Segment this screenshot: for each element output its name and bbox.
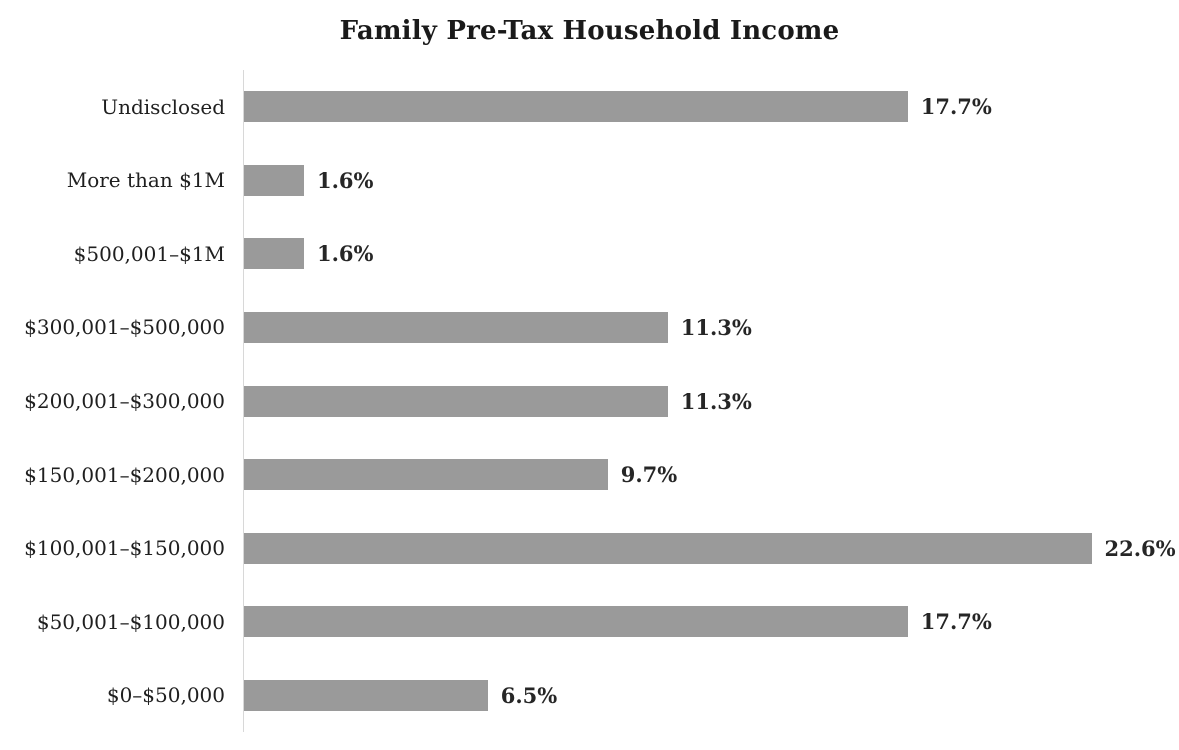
bar-area: 6.5% <box>244 659 1179 733</box>
value-label: 1.6% <box>317 241 374 267</box>
bar-area: 17.7% <box>244 585 1179 659</box>
value-label: 11.3% <box>680 388 752 414</box>
chart-title: Family Pre-Tax Household Income <box>339 16 840 46</box>
bar-area: 11.3% <box>244 364 1179 438</box>
category-label: $200,001–$300,000 <box>24 389 225 414</box>
y-axis-line <box>243 70 244 732</box>
bar-area: 1.6% <box>244 144 1179 218</box>
chart-row: $50,001–$100,000 17.7% <box>0 585 1179 659</box>
value-label: 6.5% <box>500 682 558 708</box>
plot-area: Undisclosed 17.7% More than $1M 1.6% $50… <box>0 70 1179 732</box>
value-label: 22.6% <box>1104 535 1176 561</box>
bar <box>244 459 608 491</box>
chart-row: $300,001–$500,000 11.3% <box>0 291 1179 365</box>
category-label: $0–$50,000 <box>106 683 225 708</box>
bar <box>244 311 668 343</box>
bar-area: 9.7% <box>244 438 1179 512</box>
chart-row: More than $1M 1.6% <box>0 144 1179 218</box>
bar-area: 22.6% <box>244 511 1179 585</box>
category-label: $300,001–$500,000 <box>24 315 225 340</box>
category-label: $50,001–$100,000 <box>36 609 225 634</box>
bar-rows: Undisclosed 17.7% More than $1M 1.6% $50… <box>0 70 1179 732</box>
bar <box>244 606 908 638</box>
chart-row: Undisclosed 17.7% <box>0 70 1179 144</box>
chart-row: $200,001–$300,000 11.3% <box>0 364 1179 438</box>
chart-row: $0–$50,000 6.5% <box>0 659 1179 733</box>
bar-area: 17.7% <box>244 70 1179 144</box>
bar-area: 1.6% <box>244 217 1179 291</box>
bar <box>244 385 668 417</box>
category-label: $500,001–$1M <box>73 241 225 266</box>
value-label: 11.3% <box>680 314 752 340</box>
bar <box>244 532 1092 564</box>
value-label: 1.6% <box>317 167 374 193</box>
chart-row: $150,001–$200,000 9.7% <box>0 438 1179 512</box>
category-label: More than $1M <box>66 168 225 193</box>
bar <box>244 238 304 270</box>
value-label: 17.7% <box>920 609 992 635</box>
category-label: $100,001–$150,000 <box>24 536 225 561</box>
category-label: Undisclosed <box>101 94 225 119</box>
bar-area: 11.3% <box>244 291 1179 365</box>
chart-row: $500,001–$1M 1.6% <box>0 217 1179 291</box>
value-label: 17.7% <box>920 94 992 120</box>
value-label: 9.7% <box>620 462 678 488</box>
bar <box>244 91 908 123</box>
category-label: $150,001–$200,000 <box>24 462 225 487</box>
chart-row: $100,001–$150,000 22.6% <box>0 511 1179 585</box>
bar <box>244 679 488 711</box>
bar <box>244 164 304 196</box>
